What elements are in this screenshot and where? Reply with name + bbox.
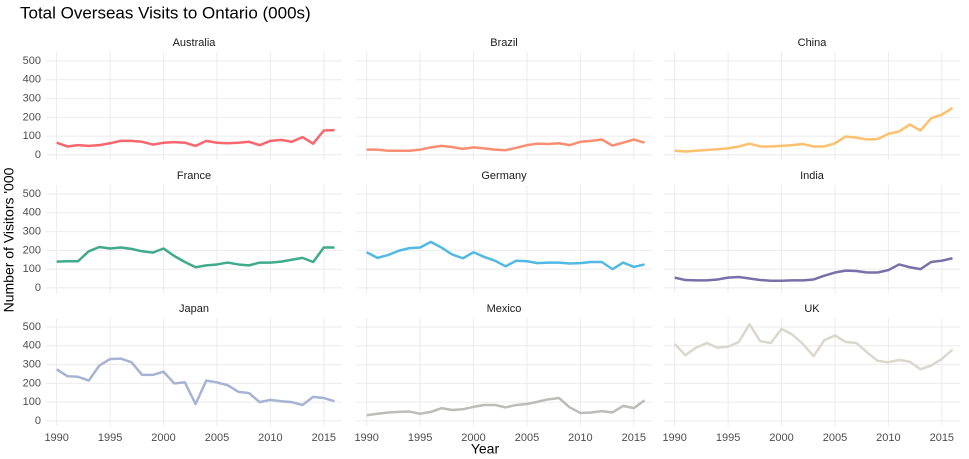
y-tick-label: 100 <box>23 130 41 142</box>
x-tick-label: 2005 <box>823 432 847 444</box>
x-tick-label: 2015 <box>312 432 336 444</box>
y-tick-label: 400 <box>23 207 41 219</box>
facet-title: Germany <box>481 170 527 182</box>
x-tick-label: 2010 <box>876 432 900 444</box>
x-tick-label: 1990 <box>662 432 686 444</box>
y-tick-label: 200 <box>23 244 41 256</box>
line-series <box>366 138 645 153</box>
y-tick-label: 200 <box>23 111 41 123</box>
facet-title: China <box>798 37 828 49</box>
line-series <box>674 257 953 283</box>
y-tick-label: 0 <box>35 282 41 294</box>
y-tick-label: 500 <box>23 321 41 333</box>
x-tick-label: 2005 <box>515 432 539 444</box>
x-tick-label: 1995 <box>408 432 432 444</box>
y-tick-label: 400 <box>23 74 41 86</box>
x-tick-label: 1990 <box>44 432 68 444</box>
x-tick-label: 2010 <box>258 432 282 444</box>
facet-title: Japan <box>179 303 209 315</box>
y-tick-label: 300 <box>23 225 41 237</box>
y-tick-label: 500 <box>23 55 41 67</box>
facet-title: UK <box>804 303 820 315</box>
facet-title: Mexico <box>487 303 522 315</box>
x-tick-label: 1995 <box>98 432 122 444</box>
facet-title: Brazil <box>490 37 518 49</box>
y-tick-label: 300 <box>23 92 41 104</box>
x-tick-label: 2000 <box>769 432 793 444</box>
x-tick-label: 2015 <box>930 432 954 444</box>
x-tick-label: 2010 <box>568 432 592 444</box>
line-series <box>673 322 954 371</box>
facet-title: India <box>800 170 825 182</box>
x-tick-label: 1995 <box>716 432 740 444</box>
y-tick-label: 0 <box>35 415 41 427</box>
line-series <box>366 240 645 271</box>
x-axis-label: Year <box>471 441 500 457</box>
x-tick-label: 2005 <box>205 432 229 444</box>
y-axis-label: Number of Visitors '000 <box>1 167 17 312</box>
y-tick-label: 300 <box>23 358 41 370</box>
x-tick-label: 2000 <box>151 432 175 444</box>
facet-title: Australia <box>173 37 217 49</box>
line-series <box>56 357 335 407</box>
y-tick-label: 0 <box>35 149 41 161</box>
y-tick-label: 100 <box>23 263 41 275</box>
line-series <box>366 396 646 417</box>
x-tick-label: 2015 <box>622 432 646 444</box>
line-series <box>674 106 954 153</box>
x-tick-label: 1990 <box>354 432 378 444</box>
y-tick-label: 200 <box>23 377 41 389</box>
y-tick-label: 100 <box>23 396 41 408</box>
chart-title: Total Overseas Visits to Ontario (000s) <box>20 3 311 22</box>
facet-title: France <box>177 170 211 182</box>
line-series <box>56 245 335 269</box>
y-tick-label: 500 <box>23 188 41 200</box>
x-tick-label: 2000 <box>461 432 485 444</box>
y-tick-label: 400 <box>23 340 41 352</box>
line-series <box>56 128 335 148</box>
